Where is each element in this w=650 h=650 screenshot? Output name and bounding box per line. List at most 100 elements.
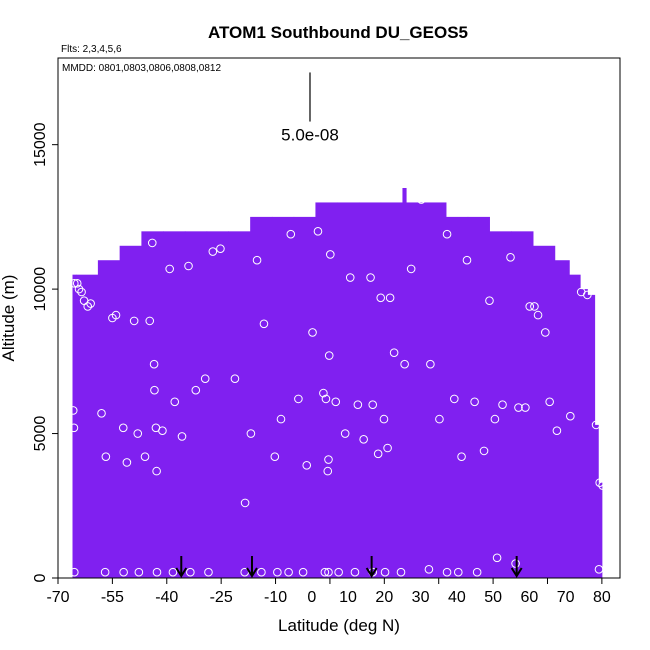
flight-arrow-0 xyxy=(175,556,188,578)
fill-column-15 xyxy=(380,202,403,578)
flight-arrow-2 xyxy=(365,556,378,578)
data-point-0 xyxy=(70,279,79,288)
x-tick-label-5: 0 xyxy=(307,589,316,606)
x-tick-label-2: -40 xyxy=(155,589,178,606)
data-point-1 xyxy=(72,279,82,288)
fill-column-26 xyxy=(580,289,588,578)
data-point-24 xyxy=(158,426,167,435)
data-point-49 xyxy=(324,455,333,464)
data-point-62 xyxy=(385,293,395,303)
data-point-88 xyxy=(566,411,575,421)
data-point-7 xyxy=(68,406,78,415)
data-point-73 xyxy=(470,397,479,407)
data-point-59 xyxy=(376,293,385,303)
x-tick-label-1: -55 xyxy=(101,589,124,606)
fill-column-3 xyxy=(119,245,142,578)
data-point-119 xyxy=(511,559,520,568)
data-point-56 xyxy=(366,273,375,282)
data-point-34 xyxy=(240,498,250,508)
data-point-74 xyxy=(479,446,489,456)
data-point-39 xyxy=(276,414,286,424)
data-point-85 xyxy=(545,397,554,407)
data-point-23 xyxy=(152,466,161,476)
data-point-5 xyxy=(83,302,93,311)
plot-area: 5.0e-08 xyxy=(68,72,607,579)
fill-column-5 xyxy=(163,231,186,579)
data-point-63 xyxy=(389,348,399,357)
data-point-30 xyxy=(200,374,210,383)
data-point-64 xyxy=(400,359,409,369)
fill-column-7 xyxy=(206,231,229,579)
data-point-120 xyxy=(594,565,604,574)
data-point-75 xyxy=(485,296,494,305)
data-point-41 xyxy=(294,394,303,404)
fill-column-16 xyxy=(402,188,407,578)
data-point-26 xyxy=(170,397,180,407)
data-point-66 xyxy=(417,195,426,204)
data-point-79 xyxy=(514,403,523,412)
data-point-71 xyxy=(457,452,466,461)
data-point-69 xyxy=(442,229,452,239)
data-point-68 xyxy=(435,414,444,424)
data-point-36 xyxy=(252,255,262,265)
data-point-33 xyxy=(230,374,240,383)
data-point-84 xyxy=(541,328,550,337)
data-point-105 xyxy=(284,567,293,577)
data-point-15 xyxy=(129,316,139,326)
data-point-76 xyxy=(490,414,500,424)
data-point-103 xyxy=(257,567,266,577)
data-point-18 xyxy=(145,316,155,326)
data-point-82 xyxy=(530,302,539,311)
data-point-86 xyxy=(552,426,562,435)
data-point-14 xyxy=(122,458,132,467)
chart-subtitle: Flts: 2,3,4,5,6 xyxy=(61,44,122,55)
data-point-81 xyxy=(525,302,535,311)
data-point-57 xyxy=(368,400,378,409)
data-point-3 xyxy=(77,287,86,297)
data-point-44 xyxy=(313,227,323,236)
x-tick-label-6: 10 xyxy=(339,589,357,606)
data-point-114 xyxy=(424,565,434,574)
x-tick-label-10: 50 xyxy=(484,589,502,606)
data-point-106 xyxy=(298,567,308,577)
fill-column-0 xyxy=(72,274,77,578)
data-point-2 xyxy=(74,284,84,294)
data-point-55 xyxy=(359,435,368,444)
fill-column-8 xyxy=(228,231,251,579)
fill-column-21 xyxy=(489,231,512,579)
data-point-21 xyxy=(150,385,159,395)
data-point-65 xyxy=(406,264,416,274)
data-point-10 xyxy=(101,452,111,461)
fill-column-11 xyxy=(293,216,316,578)
fill-column-14 xyxy=(358,202,382,578)
data-point-91 xyxy=(591,420,601,430)
data-point-40 xyxy=(286,229,296,239)
data-point-70 xyxy=(450,394,459,404)
data-point-58 xyxy=(373,449,383,459)
flight-arrow-head xyxy=(175,567,188,578)
data-point-108 xyxy=(324,567,333,577)
x-tick-label-11: 60 xyxy=(520,589,538,606)
x-tick-label-3: -25 xyxy=(210,589,233,606)
fill-column-4 xyxy=(141,231,164,579)
flight-arrow-1 xyxy=(246,556,258,578)
data-point-107 xyxy=(320,567,330,577)
data-point-47 xyxy=(324,351,334,360)
data-point-45 xyxy=(319,388,328,398)
chart-title: ATOM1 Southbound DU_GEOS5 xyxy=(208,23,468,42)
data-point-78 xyxy=(506,253,515,262)
data-point-95 xyxy=(100,567,110,577)
data-point-93 xyxy=(598,481,607,490)
data-point-27 xyxy=(177,432,187,441)
x-tick-label-13: 80 xyxy=(593,589,611,606)
fill-column-6 xyxy=(184,231,208,579)
data-point-25 xyxy=(165,264,174,274)
data-point-100 xyxy=(186,567,195,577)
fill-column-17 xyxy=(406,202,425,578)
fill-column-29 xyxy=(598,482,603,578)
y-axis: 0 5000 10000 15000 xyxy=(32,122,58,582)
data-point-60 xyxy=(379,414,389,424)
data-point-109 xyxy=(334,567,343,577)
data-point-90 xyxy=(583,290,592,300)
